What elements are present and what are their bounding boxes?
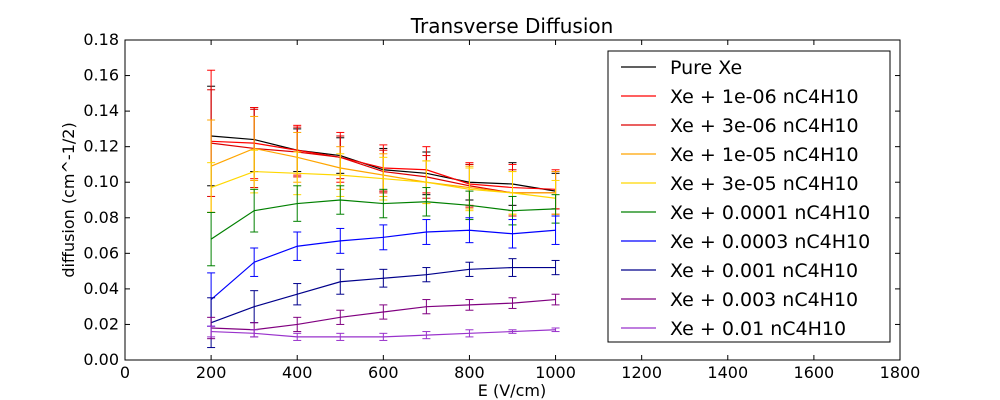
series-7	[207, 258, 560, 349]
legend-label: Xe + 1e-05 nC4H10	[670, 144, 859, 166]
legend: Pure Xe Xe + 1e-06 nC4H10 Xe + 3e-06 nC4H1…	[607, 50, 891, 343]
y-tick-label: 0.08	[83, 208, 119, 227]
series-line	[211, 329, 556, 338]
plot-frame	[124, 39, 901, 361]
y-tick-label: 0.02	[83, 314, 119, 333]
y-tick-label: 0.16	[83, 66, 119, 85]
series-line	[211, 298, 556, 331]
y-tick-label: 0.06	[83, 243, 119, 262]
chart-title: Transverse Diffusion	[410, 14, 614, 38]
x-tick-label: 0	[120, 363, 130, 382]
legend-label: Xe + 0.01 nC4H10	[670, 318, 846, 340]
x-tick-label: 800	[454, 363, 485, 382]
legend-label: Xe + 0.001 nC4H10	[670, 260, 858, 282]
y-tick-label: 0.18	[83, 30, 119, 49]
series-line	[210, 199, 556, 240]
x-tick-label: 1600	[794, 363, 835, 382]
y-tick-label: 0.00	[83, 350, 119, 369]
y-tick-label: 0.04	[83, 279, 119, 298]
x-tick-label: 600	[368, 363, 399, 382]
legend-label: Pure Xe	[670, 57, 742, 79]
legend-label: Xe + 0.0001 nC4H10	[670, 202, 870, 224]
legend-label: Xe + 1e-06 nC4H10	[670, 86, 859, 108]
plot-area	[207, 69, 560, 349]
x-tick-label: 1800	[880, 363, 921, 382]
series-line	[210, 170, 556, 199]
legend-label: Xe + 0.0003 nC4H10	[670, 231, 870, 253]
legend-label: Xe + 3e-06 nC4H10	[670, 115, 859, 137]
series-line	[210, 229, 556, 301]
x-axis-title: E (V/cm)	[478, 381, 546, 400]
x-tick-label: 1400	[707, 363, 748, 382]
x-tick-label: 1000	[535, 363, 576, 382]
legend-label: Xe + 0.003 nC4H10	[670, 289, 858, 311]
x-tick-label: 200	[196, 363, 227, 382]
series-line	[210, 266, 556, 324]
legend-label: Xe + 3e-05 nC4H10	[670, 173, 859, 195]
y-tick-label: 0.14	[83, 101, 119, 120]
legend-box	[607, 50, 891, 343]
y-tick-label: 0.12	[83, 137, 119, 156]
series-9	[207, 325, 560, 341]
y-axis-title: diffusion (cm^-1/2)	[59, 122, 78, 277]
x-tick-label: 1200	[621, 363, 662, 382]
x-tick-label: 400	[282, 363, 313, 382]
series-5	[207, 185, 560, 267]
axis-ticks: 0 200 400 600 800 1000 1200 1400 1600 1800 0.00 0.0…	[83, 30, 920, 382]
y-tick-label: 0.10	[83, 172, 119, 191]
